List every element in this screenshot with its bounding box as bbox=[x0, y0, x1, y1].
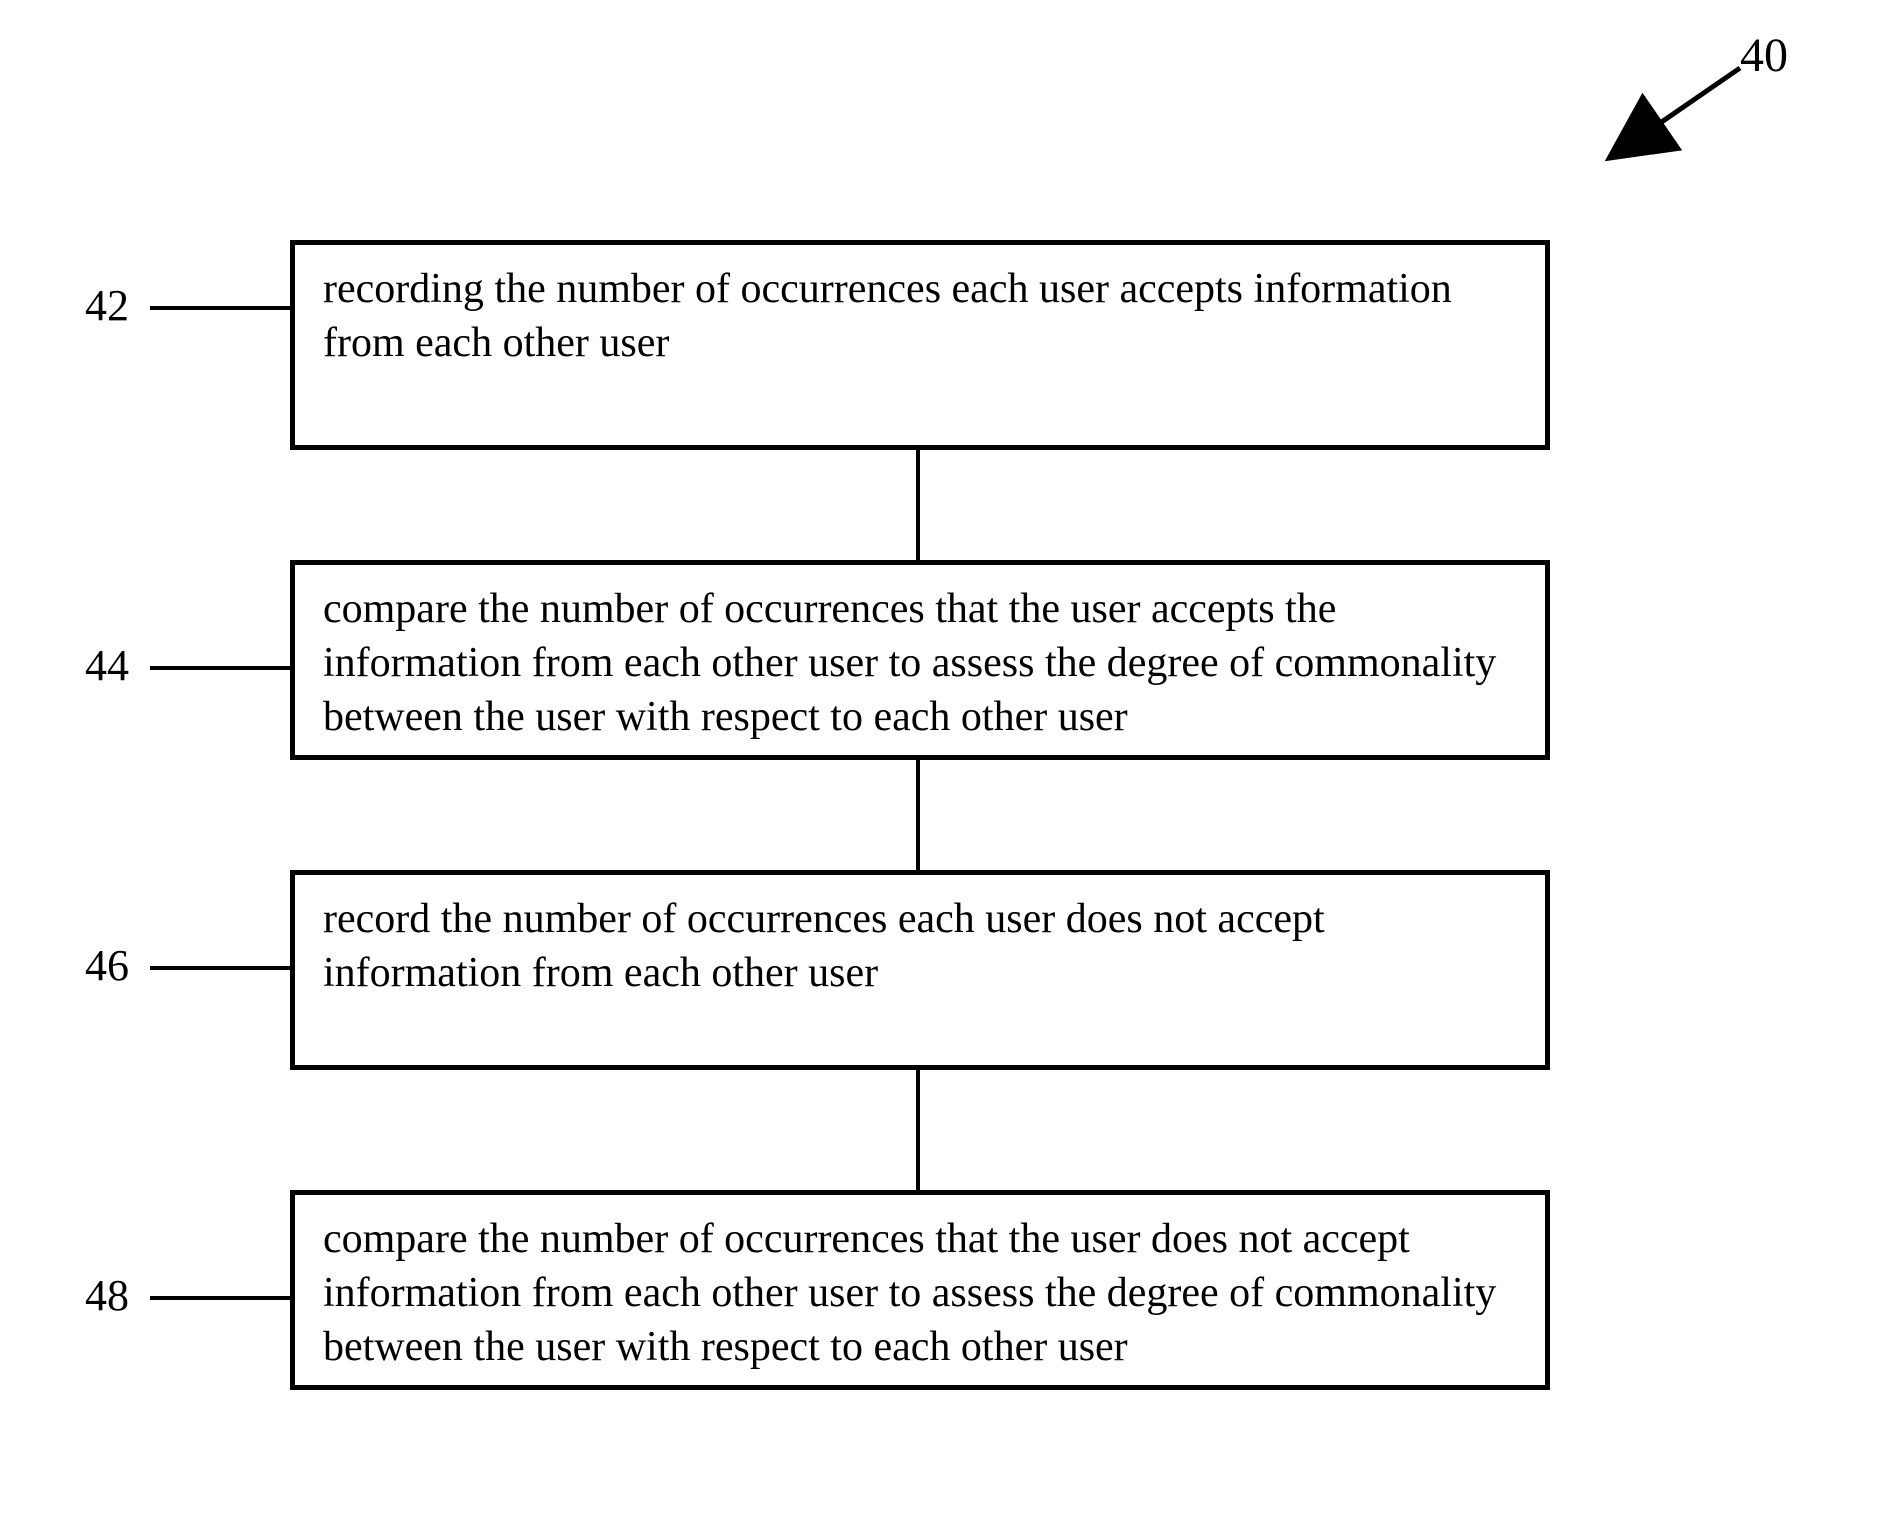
box-46-label: 46 bbox=[85, 940, 129, 991]
connector-3 bbox=[916, 1070, 920, 1190]
box-42-text: recording the number of occurrences each… bbox=[323, 263, 1517, 371]
box-48-leader-line bbox=[150, 1296, 290, 1300]
box-48-label: 48 bbox=[85, 1270, 129, 1321]
connector-1 bbox=[916, 450, 920, 560]
box-42: recording the number of occurrences each… bbox=[290, 240, 1550, 450]
figure-ref-arrow-line bbox=[1650, 68, 1740, 130]
box-44-label: 44 bbox=[85, 640, 129, 691]
box-44: compare the number of occurrences that t… bbox=[290, 560, 1550, 760]
box-46-leader-line bbox=[150, 966, 290, 970]
connector-2 bbox=[916, 760, 920, 870]
box-48-text: compare the number of occurrences that t… bbox=[323, 1213, 1517, 1374]
figure-ref-number: 40 bbox=[1740, 28, 1788, 83]
box-46-text: record the number of occurrences each us… bbox=[323, 893, 1517, 1001]
box-44-text: compare the number of occurrences that t… bbox=[323, 583, 1517, 744]
box-46: record the number of occurrences each us… bbox=[290, 870, 1550, 1070]
box-42-label: 42 bbox=[85, 280, 129, 331]
box-48: compare the number of occurrences that t… bbox=[290, 1190, 1550, 1390]
box-44-leader-line bbox=[150, 666, 290, 670]
flowchart-canvas: 40 recording the number of occurrences e… bbox=[0, 0, 1885, 1522]
box-42-leader-line bbox=[150, 306, 290, 310]
